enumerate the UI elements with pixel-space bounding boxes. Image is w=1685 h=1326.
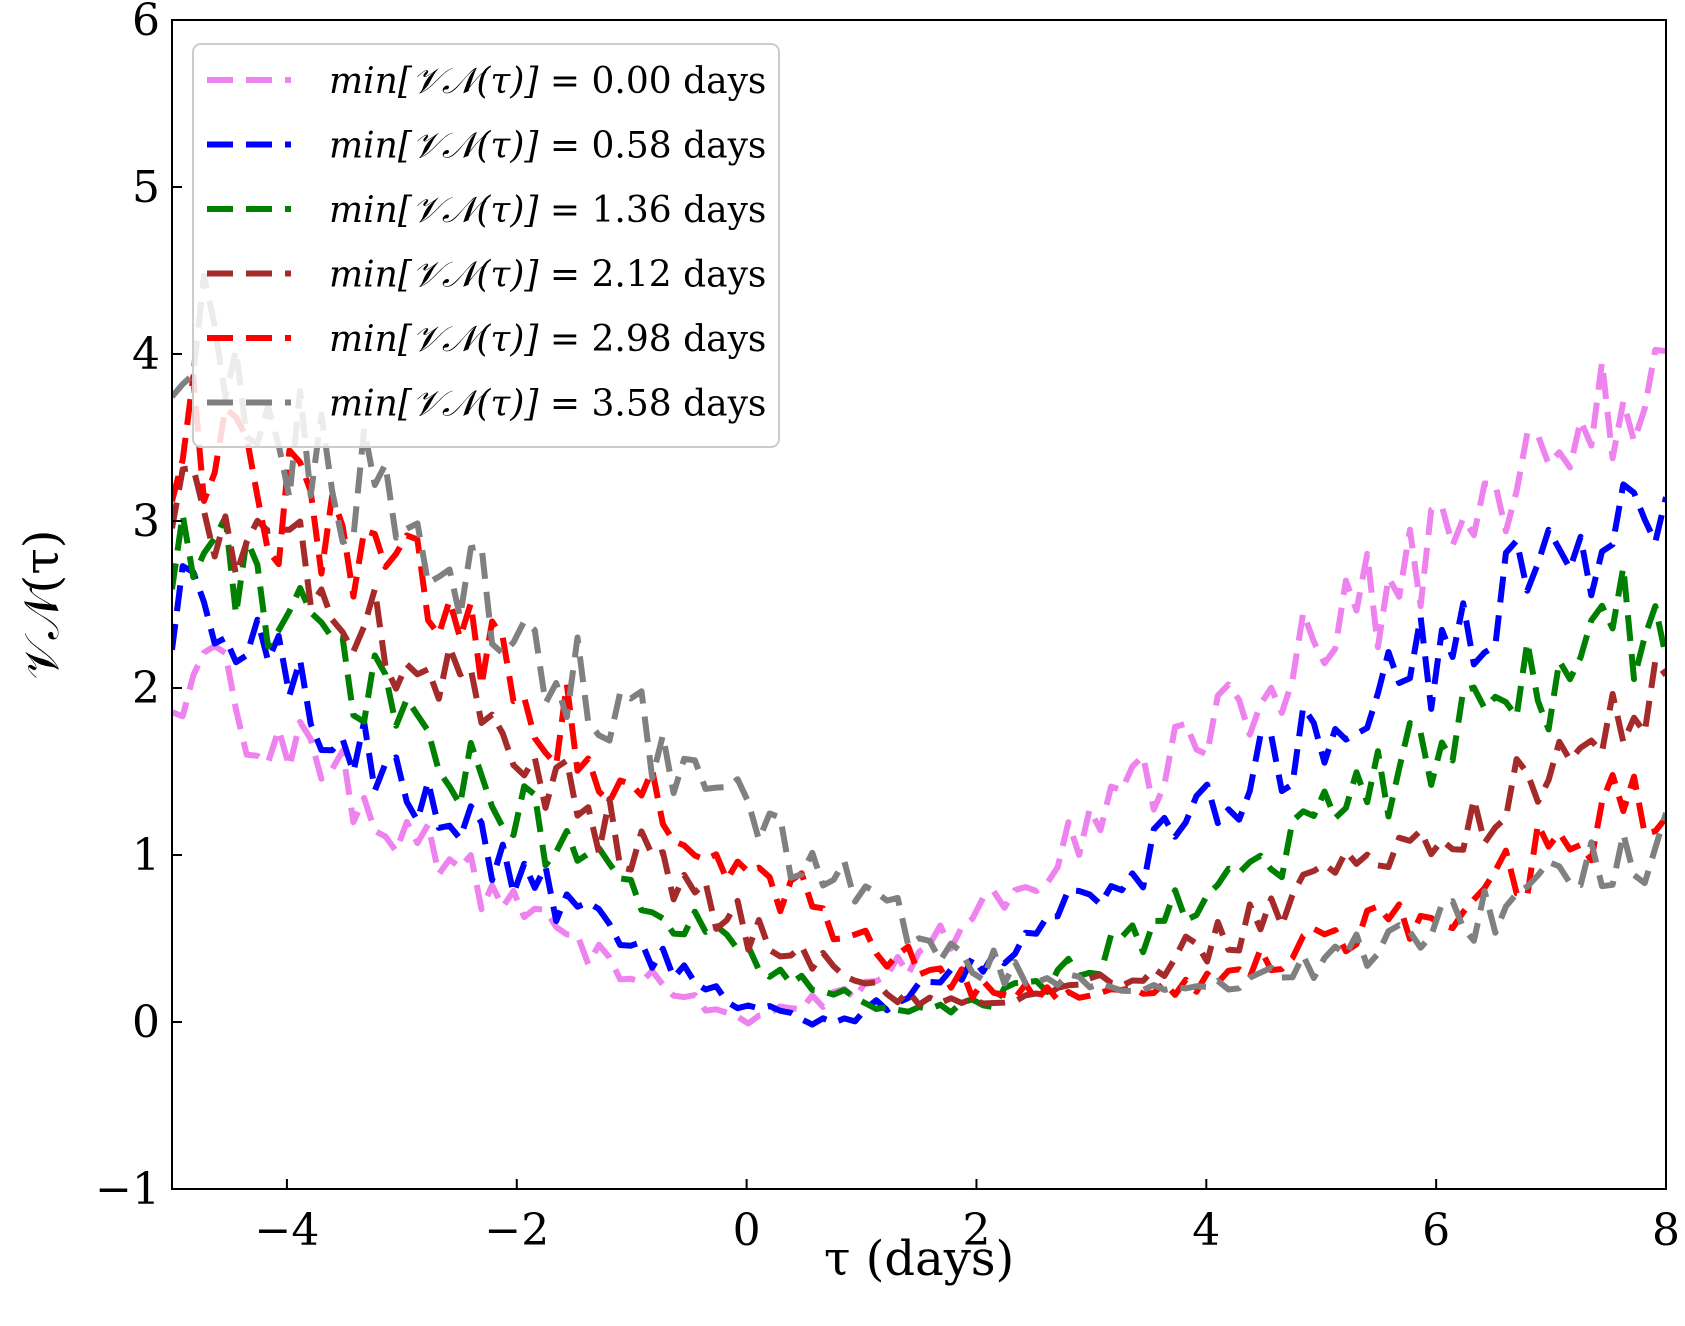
legend-entry: min[𝒱𝒩(τ)] = 1.36 days — [329, 190, 766, 231]
y-axis-label: 𝒱𝒩(τ) — [14, 530, 70, 680]
legend-entry: min[𝒱𝒩(τ)] = 0.00 days — [329, 61, 766, 102]
x-tick-label: −2 — [484, 1205, 549, 1256]
y-tick-label: 0 — [132, 997, 160, 1048]
y-tick-label: 6 — [132, 0, 160, 46]
y-tick-label: −1 — [95, 1164, 160, 1215]
axis-ticks: −4 −2 0 2 4 6 8 −1 0 1 2 3 4 5 6 — [95, 0, 1680, 1256]
y-tick-label: 2 — [132, 663, 160, 714]
x-tick-label: 6 — [1422, 1205, 1450, 1256]
legend-entry: min[𝒱𝒩(τ)] = 2.12 days — [329, 255, 766, 296]
y-tick-label: 1 — [132, 830, 160, 881]
legend-entry: min[𝒱𝒩(τ)] = 0.58 days — [329, 126, 766, 167]
plot-frame — [171, 19, 1667, 1190]
series-line-4 — [172, 464, 1666, 1008]
x-axis-label: τ (days) — [824, 1231, 1014, 1287]
x-tick-label: 0 — [733, 1205, 761, 1256]
legend: min[𝒱𝒩(τ)] = 0.00 days min[𝒱𝒩(τ)] = 0.58 … — [192, 43, 780, 448]
series-line-2 — [172, 481, 1666, 1028]
legend-entry: min[𝒱𝒩(τ)] = 3.58 days — [329, 384, 766, 425]
y-tick-label: 3 — [132, 496, 160, 547]
x-tick-label: 4 — [1192, 1205, 1220, 1256]
series-line-6 — [172, 272, 1666, 995]
legend-entry: min[𝒱𝒩(τ)] = 2.98 days — [329, 319, 766, 360]
series-layer — [172, 272, 1666, 1028]
y-tick-label: 5 — [132, 162, 160, 213]
y-tick-label: 4 — [132, 329, 160, 380]
series-line-5 — [172, 373, 1666, 1004]
x-tick-label: −4 — [254, 1205, 319, 1256]
x-tick-label: 8 — [1652, 1205, 1680, 1256]
legend-box — [192, 43, 780, 448]
series-line-1 — [172, 346, 1666, 1027]
x-tick-label: 2 — [962, 1205, 990, 1256]
